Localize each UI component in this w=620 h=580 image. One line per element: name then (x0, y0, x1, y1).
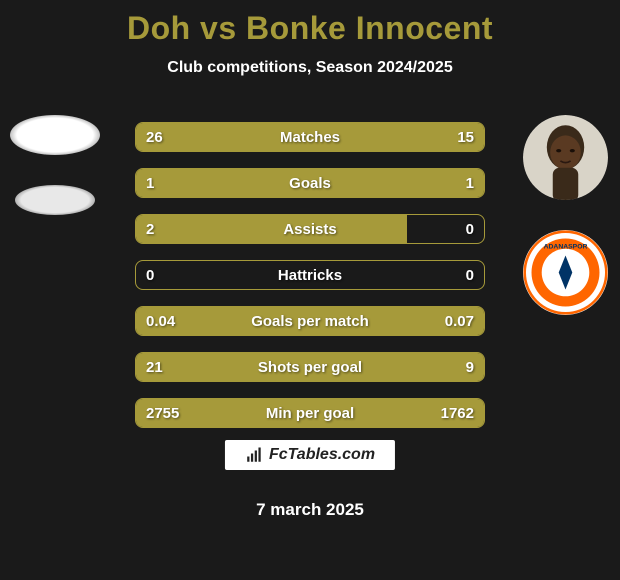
stat-row: 00Hattricks (135, 260, 485, 290)
stat-row: 27551762Min per goal (135, 398, 485, 428)
stat-label: Goals per match (136, 313, 484, 330)
club-logo-icon: ADANASPOR (523, 230, 608, 315)
stat-row: 20Assists (135, 214, 485, 244)
subtitle: Club competitions, Season 2024/2025 (0, 59, 620, 77)
stat-row: 219Shots per goal (135, 352, 485, 382)
stat-label: Assists (136, 221, 484, 238)
stat-label: Shots per goal (136, 359, 484, 376)
date-label: 7 march 2025 (0, 500, 620, 520)
stat-label: Min per goal (136, 405, 484, 422)
stats-container: 2615Matches 11Goals 20Assists 00Hattricks 0.… (135, 122, 485, 428)
player2-avatar (523, 115, 608, 200)
player2-name: Bonke Innocent (246, 10, 493, 46)
chart-icon (245, 446, 263, 464)
player1-avatar-placeholder (10, 115, 100, 155)
stat-label: Matches (136, 129, 484, 146)
branding-badge: FcTables.com (225, 440, 395, 470)
stat-label: Goals (136, 175, 484, 192)
player2-club-logo: ADANASPOR (523, 230, 608, 315)
right-avatar-column: ADANASPOR (510, 115, 620, 315)
vs-label: vs (200, 10, 237, 46)
player2-face-icon (523, 115, 608, 200)
branding-text: FcTables.com (269, 446, 375, 464)
player1-name: Doh (127, 10, 191, 46)
stat-row: 11Goals (135, 168, 485, 198)
left-avatar-column (0, 115, 110, 215)
club-name-text: ADANASPOR (543, 244, 587, 251)
comparison-title: Doh vs Bonke Innocent (0, 0, 620, 47)
player1-club-placeholder (15, 185, 95, 215)
stat-row: 2615Matches (135, 122, 485, 152)
stat-row: 0.040.07Goals per match (135, 306, 485, 336)
stat-label: Hattricks (136, 267, 484, 284)
